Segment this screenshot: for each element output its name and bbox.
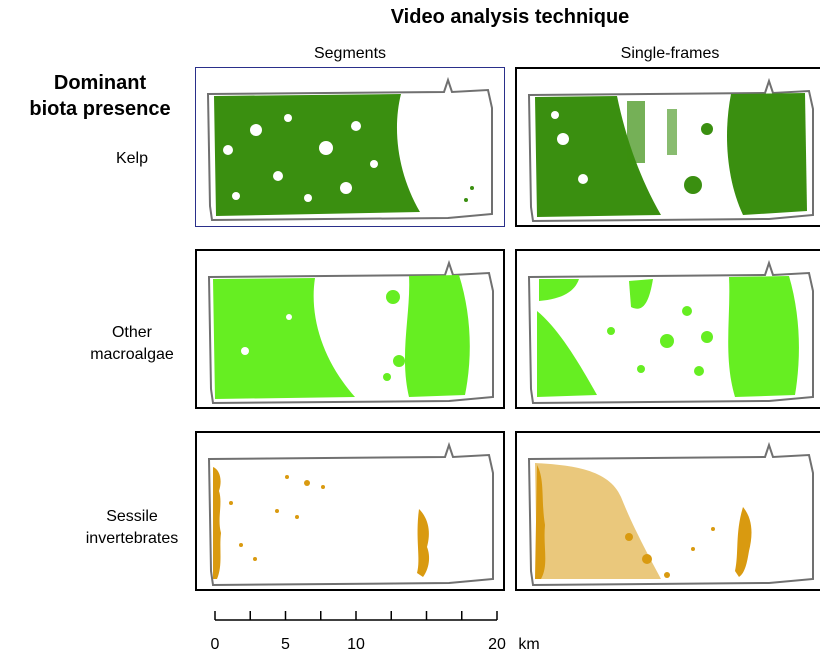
kelp-coverage-area — [214, 94, 420, 216]
invertebrate-coverage-area — [417, 509, 430, 577]
gap — [232, 192, 240, 200]
kelp-patch — [667, 109, 677, 155]
macroalgae-patch — [386, 290, 400, 304]
kelp-patch — [464, 198, 468, 202]
map-panel-other-macroalgae-single-frames[interactable] — [515, 249, 820, 409]
macroalgae-patch — [701, 331, 713, 343]
invertebrate-patch — [691, 547, 695, 551]
gap — [250, 124, 262, 136]
row-header: Dominant biota presence — [10, 70, 190, 122]
scale-bar — [214, 611, 498, 621]
row-label-other-macroalgae-line1: Other — [111, 324, 152, 341]
survey-area-outline — [207, 441, 494, 587]
macroalgae-patch — [393, 355, 405, 367]
macroalgae-coverage-area — [539, 279, 579, 301]
macroalgae-patch — [660, 334, 674, 348]
macroalgae-coverage-area — [537, 311, 597, 397]
gap — [304, 194, 312, 202]
gap — [370, 160, 378, 168]
invertebrate-patch — [253, 557, 257, 561]
invertebrate-patch — [664, 572, 670, 578]
survey-area-outline — [527, 259, 814, 405]
survey-area-outline — [207, 259, 494, 405]
map-other-macroalgae-single-frames — [527, 259, 814, 405]
macroalgae-coverage-area — [728, 276, 799, 397]
kelp-patch — [701, 123, 713, 135]
gap — [223, 145, 233, 155]
invertebrate-patch — [304, 480, 310, 486]
invertebrate-patch — [625, 533, 633, 541]
macroalgae-patch — [383, 373, 391, 381]
row-label-sessile-invertebrates-line2: invertebrates — [85, 530, 179, 547]
column-title-segments: Segments — [313, 45, 387, 62]
gap — [286, 314, 292, 320]
gap — [340, 182, 352, 194]
kelp-patch — [627, 101, 645, 163]
invertebrate-patch — [642, 554, 652, 564]
map-panel-kelp-segments[interactable] — [195, 67, 505, 227]
macroalgae-patch — [629, 279, 653, 309]
map-panel-kelp-single-frames[interactable] — [515, 67, 820, 227]
invertebrate-coverage-area — [535, 463, 661, 579]
figure-title: Video analysis technique — [390, 6, 630, 28]
map-other-macroalgae-segments — [207, 259, 494, 405]
map-panel-other-macroalgae-segments[interactable] — [195, 249, 505, 409]
invertebrate-coverage-area — [535, 465, 546, 579]
scale-tick-label: 10 — [347, 636, 365, 653]
scale-tick-label: 0 — [210, 636, 220, 653]
gap — [578, 174, 588, 184]
survey-area-outline — [527, 441, 814, 587]
kelp-coverage-area — [727, 93, 807, 215]
map-panel-sessile-invertebrates-segments[interactable] — [195, 431, 505, 591]
row-label-other-macroalgae: Other macroalgae — [62, 322, 202, 366]
gap — [351, 121, 361, 131]
map-sessile-invertebrates-segments — [207, 441, 494, 587]
map-panel-sessile-invertebrates-single-frames[interactable] — [515, 431, 820, 591]
survey-area-outline — [527, 77, 814, 223]
macroalgae-patch — [637, 365, 645, 373]
map-kelp-single-frames — [527, 77, 814, 223]
row-label-sessile-invertebrates: Sessile invertebrates — [62, 506, 202, 550]
row-label-other-macroalgae-line2: macroalgae — [90, 346, 174, 363]
invertebrate-patch — [295, 515, 299, 519]
gap — [284, 114, 292, 122]
invertebrate-patch — [275, 509, 279, 513]
row-header-line1: Dominant — [53, 72, 147, 94]
macroalgae-coverage-area — [213, 278, 355, 399]
macroalgae-patch — [682, 306, 692, 316]
gap — [557, 133, 569, 145]
survey-area-outline — [206, 76, 493, 222]
map-sessile-invertebrates-single-frames — [527, 441, 814, 587]
row-label-kelp: Kelp — [62, 148, 202, 170]
invertebrate-patch — [229, 501, 233, 505]
scale-unit-label: km — [518, 636, 540, 653]
row-label-sessile-invertebrates-line1: Sessile — [106, 508, 158, 525]
gap — [551, 111, 559, 119]
gap — [273, 171, 283, 181]
macroalgae-coverage-area — [404, 275, 470, 397]
invertebrate-patch — [239, 543, 243, 547]
invertebrate-coverage-area — [735, 507, 752, 577]
macroalgae-patch — [607, 327, 615, 335]
invertebrate-patch — [285, 475, 289, 479]
scale-tick-label: 5 — [281, 636, 290, 653]
kelp-patch — [470, 186, 474, 190]
invertebrate-patch — [321, 485, 325, 489]
invertebrate-coverage-area — [213, 467, 221, 579]
macroalgae-patch — [694, 366, 704, 376]
column-title-single-frames: Single-frames — [620, 45, 720, 62]
scale-tick-label: 20 — [488, 636, 506, 653]
kelp-coverage-area — [535, 96, 661, 217]
row-header-line2: biota presence — [29, 98, 171, 120]
map-kelp-segments — [206, 76, 493, 222]
invertebrate-patch — [711, 527, 715, 531]
kelp-patch — [684, 176, 702, 194]
row-label-kelp-line1: Kelp — [115, 150, 149, 167]
gap — [241, 347, 249, 355]
gap — [319, 141, 333, 155]
